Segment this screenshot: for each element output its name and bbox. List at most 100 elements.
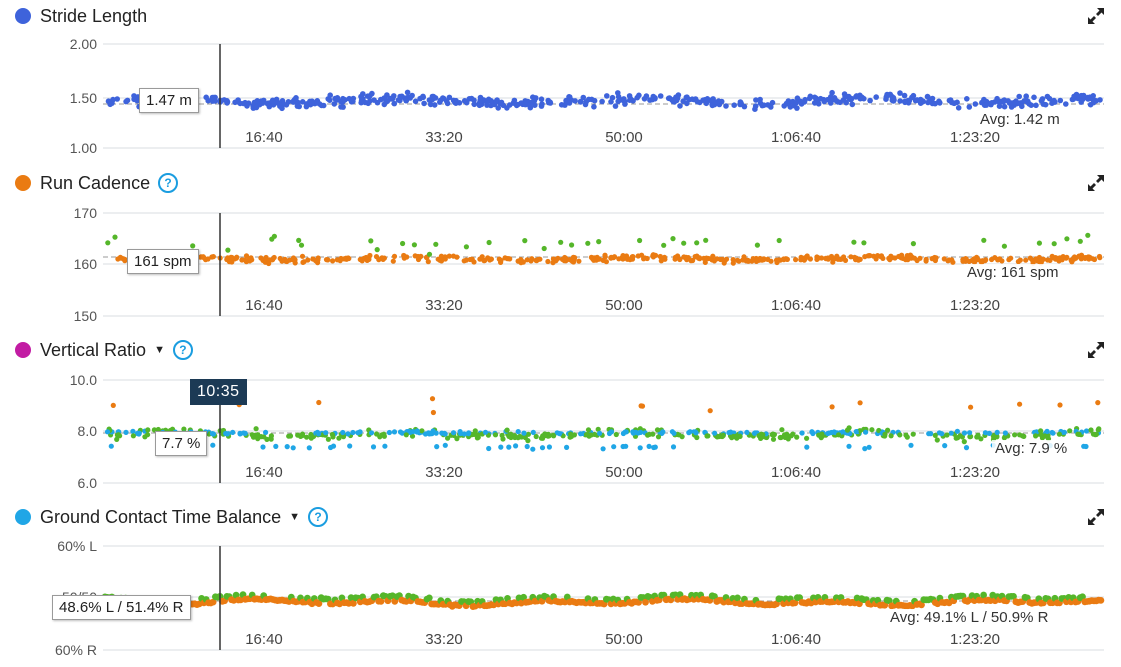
data-point — [1057, 402, 1063, 408]
help-icon[interactable]: ? — [308, 507, 329, 527]
data-point — [811, 94, 818, 101]
data-point — [1023, 257, 1029, 263]
data-point — [917, 255, 923, 261]
data-point — [1077, 254, 1084, 261]
data-point — [114, 436, 120, 442]
vertical-ratio-chart[interactable]: 10.0 8.0 6.0 16:40 33:20 50:00 1:06:40 1:23:20 — [0, 334, 1121, 501]
data-point — [558, 239, 564, 245]
stride-length-legend-dot — [15, 8, 31, 24]
data-point — [580, 94, 587, 101]
data-point — [234, 254, 240, 260]
data-point — [749, 258, 755, 264]
data-point — [325, 436, 331, 442]
data-point — [996, 103, 1003, 109]
data-point — [290, 445, 296, 451]
data-point — [745, 257, 751, 263]
gct-balance-chart[interactable]: 60% L50/5060% R16:4033:2050:001:06:401:2… — [0, 501, 1121, 667]
data-point — [1083, 428, 1090, 434]
vertical-ratio-header: Vertical Ratio ▼ ? — [15, 338, 193, 362]
data-point — [681, 240, 687, 246]
data-point — [661, 242, 667, 248]
expand-icon[interactable] — [1086, 173, 1106, 193]
data-point — [928, 431, 934, 437]
help-icon[interactable]: ? — [158, 173, 179, 193]
expand-icon[interactable] — [1086, 6, 1106, 26]
data-point — [718, 98, 725, 105]
data-point — [834, 253, 840, 259]
data-point — [804, 435, 810, 441]
data-point — [744, 429, 750, 435]
help-icon[interactable]: ? — [172, 340, 193, 360]
x-tick-label: 1:23:20 — [950, 129, 1000, 146]
data-point — [123, 429, 129, 435]
data-point — [518, 257, 524, 263]
data-point — [660, 429, 666, 435]
data-point — [783, 256, 789, 262]
data-point — [130, 433, 136, 439]
run-cadence-chart[interactable]: 170 160 150 16:40 33:20 50:00 1:06:40 1:23:20 — [0, 167, 1121, 334]
data-point — [554, 430, 560, 436]
data-point — [431, 102, 438, 108]
data-point — [522, 101, 529, 108]
data-point — [230, 429, 236, 435]
y-tick-label: 60% R — [55, 642, 97, 658]
data-point — [315, 600, 323, 607]
data-point — [467, 256, 473, 263]
y-tick-label: 1.00 — [70, 140, 97, 156]
expand-icon[interactable] — [1086, 507, 1106, 527]
data-point — [866, 253, 872, 259]
data-point — [326, 97, 333, 103]
vertical-ratio-dropdown-icon[interactable]: ▼ — [154, 344, 165, 356]
data-point — [738, 100, 744, 106]
data-point — [723, 256, 730, 262]
data-point — [419, 428, 425, 434]
data-point — [409, 92, 415, 99]
data-point — [345, 255, 351, 261]
data-point — [994, 429, 1000, 435]
data-point — [209, 598, 217, 606]
data-point — [692, 254, 698, 260]
data-point — [657, 93, 664, 99]
data-point — [612, 103, 619, 109]
data-point — [399, 93, 405, 100]
data-point — [712, 430, 718, 436]
data-point — [249, 432, 255, 438]
data-point — [327, 92, 334, 98]
data-point — [671, 430, 677, 436]
data-point — [292, 257, 298, 263]
data-point — [259, 100, 266, 106]
data-point — [794, 434, 800, 440]
expand-icon[interactable] — [1086, 340, 1106, 360]
data-point — [571, 256, 577, 262]
data-point — [862, 254, 868, 260]
data-point — [622, 255, 628, 261]
data-point — [1045, 257, 1051, 263]
data-point — [819, 431, 825, 437]
data-point — [271, 233, 277, 239]
data-point — [588, 432, 594, 438]
x-tick-label: 1:23:20 — [950, 631, 1000, 648]
data-point — [1096, 426, 1102, 432]
data-point — [753, 258, 760, 264]
data-point — [477, 97, 484, 104]
x-tick-label: 16:40 — [245, 631, 283, 648]
data-point — [757, 100, 764, 106]
data-point — [130, 428, 136, 434]
data-point — [1090, 99, 1097, 106]
data-point — [806, 95, 813, 102]
data-point — [761, 256, 767, 262]
data-point — [1097, 597, 1105, 604]
data-point — [902, 99, 908, 106]
data-point — [777, 434, 783, 441]
data-point — [304, 434, 310, 440]
data-point — [316, 399, 322, 406]
stride-length-chart[interactable]: 2.00 1.50 1.00 16:40 33:20 50:00 1:06:40 1:23:2… — [0, 0, 1121, 167]
gct-balance-dropdown-icon[interactable]: ▼ — [289, 511, 301, 523]
data-point — [917, 96, 924, 103]
x-tick-label: 1:23:20 — [950, 464, 1000, 481]
data-point — [253, 426, 259, 432]
data-point — [512, 434, 518, 441]
data-point — [404, 89, 411, 96]
data-point — [430, 409, 436, 416]
data-point — [719, 256, 725, 262]
